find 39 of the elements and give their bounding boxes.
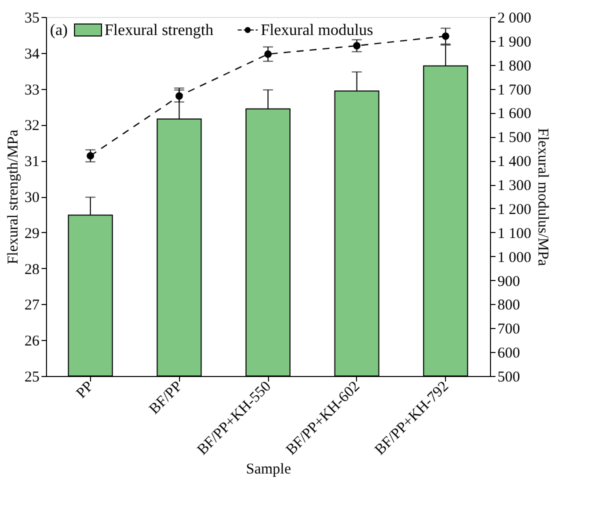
point xyxy=(86,152,94,160)
y2-tick-label: 500 xyxy=(498,370,520,386)
point xyxy=(175,92,183,100)
y-tick-label: 31 xyxy=(24,154,40,170)
legend-label: Flexural strength xyxy=(104,22,214,39)
y2-tick-label: 1 200 xyxy=(498,202,532,218)
y2-tick-label: 1 100 xyxy=(498,226,532,242)
y2-tick-label: 1 500 xyxy=(498,130,532,146)
x-tick-label: PP xyxy=(74,378,97,402)
y-tick-label: 35 xyxy=(24,10,40,26)
y-tick-label: 28 xyxy=(24,262,40,278)
y-axis-title: Flexural strength/MPa xyxy=(6,129,22,264)
y2-tick-label: 800 xyxy=(498,298,520,314)
y-tick-label: 33 xyxy=(24,82,40,98)
y-tick-label: 29 xyxy=(24,226,40,242)
y2-axis-title: Flexural modulus/MPa xyxy=(534,128,550,266)
point xyxy=(442,32,450,40)
y2-tick-label: 1 000 xyxy=(498,250,532,266)
point xyxy=(353,42,361,50)
y2-tick-label: 600 xyxy=(498,346,520,362)
y-tick-label: 26 xyxy=(24,334,40,350)
y2-tick-label: 1 800 xyxy=(498,58,532,74)
y2-tick-label: 1 400 xyxy=(498,154,532,170)
y-tick-label: 27 xyxy=(24,298,40,314)
y2-tick-label: 700 xyxy=(498,322,520,338)
y2-tick-label: 2 000 xyxy=(498,10,532,26)
y2-tick-label: 1 900 xyxy=(498,34,532,50)
y-tick-label: 25 xyxy=(24,370,40,386)
y-tick-label: 34 xyxy=(24,46,40,62)
y2-tick-label: 1 600 xyxy=(498,106,532,122)
point xyxy=(264,50,272,58)
y2-tick-label: 1 700 xyxy=(498,82,532,98)
annotation: (a) xyxy=(50,22,68,39)
y2-tick-label: 1 300 xyxy=(498,178,532,194)
y-tick-label: 32 xyxy=(24,118,40,134)
y-tick-label: 30 xyxy=(24,190,40,206)
y2-tick-label: 900 xyxy=(498,274,520,290)
x-axis-title: Sample xyxy=(246,462,292,478)
legend-label: Flexural modulus xyxy=(260,22,374,39)
